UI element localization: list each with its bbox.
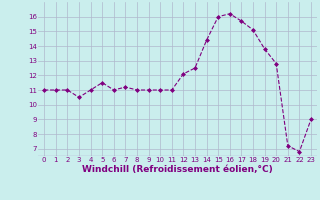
X-axis label: Windchill (Refroidissement éolien,°C): Windchill (Refroidissement éolien,°C) [82, 165, 273, 174]
